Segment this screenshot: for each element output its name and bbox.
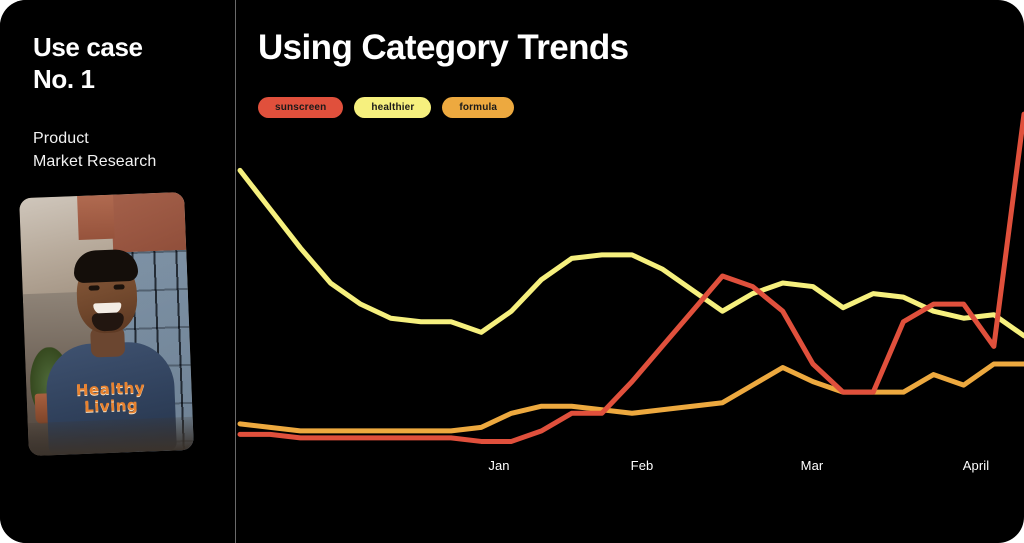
usecase-subtitle: Product Market Research xyxy=(33,130,157,171)
legend-item-formula[interactable]: formula xyxy=(442,97,515,118)
photo-shirt-text: Healthy Living xyxy=(75,378,146,416)
profile-photo-card: Healthy Living xyxy=(19,191,194,457)
photo-person-left-eye xyxy=(88,285,100,291)
x-axis-tick: April xyxy=(962,458,990,473)
photo-person-hair xyxy=(73,248,139,284)
x-axis-tick: Feb xyxy=(630,458,654,473)
legend-label: healthier xyxy=(371,102,415,113)
x-axis-tick: Jan xyxy=(488,458,510,473)
chart-title: Using Category Trends xyxy=(258,28,629,67)
legend-item-sunscreen[interactable]: sunscreen xyxy=(258,97,344,118)
legend-item-healthier[interactable]: healthier xyxy=(354,97,432,118)
trend-line-chart xyxy=(237,111,1024,444)
chart-line-sunscreen xyxy=(237,111,1024,444)
panel-divider xyxy=(235,0,236,543)
legend-label: formula xyxy=(459,102,498,113)
usecase-heading: Use case No. 1 xyxy=(33,32,143,94)
chart-line-healthier xyxy=(237,167,1024,339)
chart-legend: sunscreen healthier formula xyxy=(258,97,515,118)
chart-panel: Using Category Trends sunscreen healthie… xyxy=(236,0,1024,543)
chart-line-formula xyxy=(237,361,1024,434)
photo-foreground-shadow xyxy=(27,416,194,457)
legend-label: sunscreen xyxy=(275,102,327,113)
x-axis-labels: JanFebMarAprilMay xyxy=(236,458,1024,480)
left-panel: Use case No. 1 Product Market Research H… xyxy=(0,0,235,543)
photo-person-right-eye xyxy=(113,284,125,290)
photo-brick-wall-upper xyxy=(77,194,115,241)
x-axis-tick: Mar xyxy=(800,458,824,473)
